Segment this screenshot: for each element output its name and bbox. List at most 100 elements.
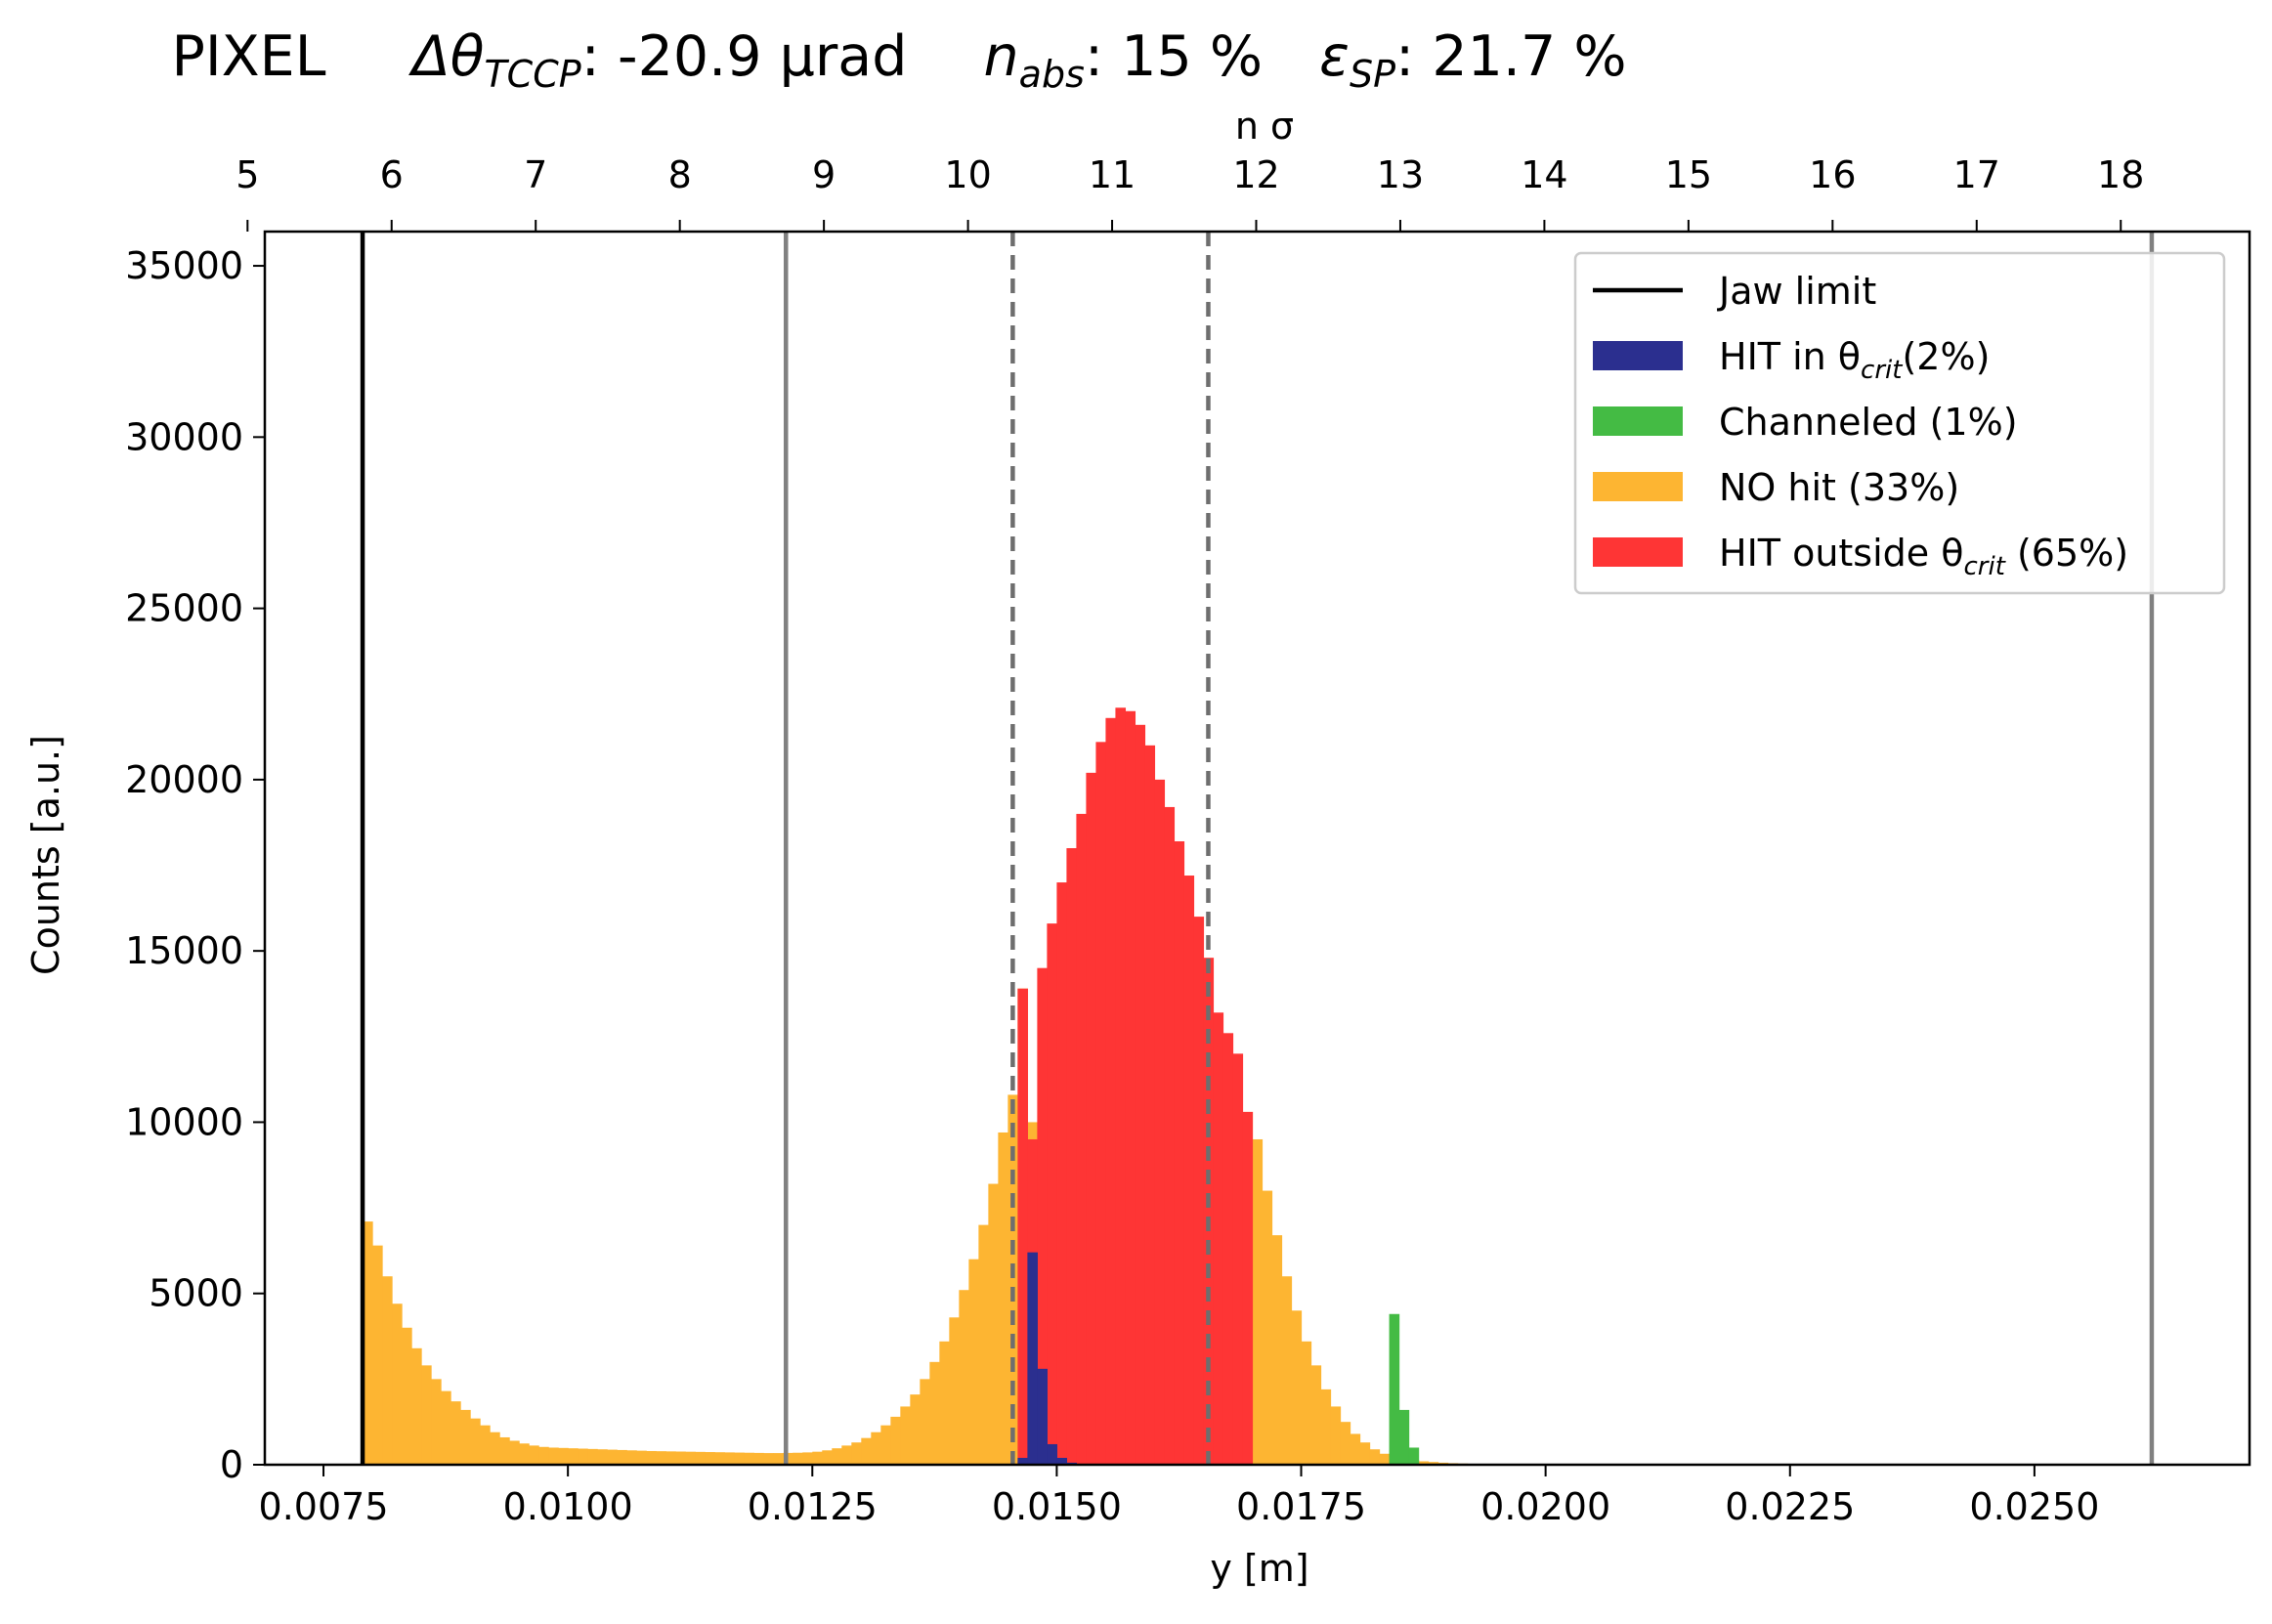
histogram-bar (1105, 717, 1117, 1465)
histogram-bar (783, 1452, 793, 1465)
histogram-bar (1301, 1341, 1312, 1465)
histogram-bar (1242, 1111, 1254, 1465)
histogram-bar (1320, 1389, 1332, 1465)
histogram-bar (744, 1452, 754, 1465)
top-tick-label: 13 (1377, 153, 1424, 196)
top-tick-label: 17 (1953, 153, 2000, 196)
legend-label: Channeled (1%) (1719, 401, 2018, 444)
histogram-bar (753, 1452, 764, 1465)
histogram-bar (597, 1449, 608, 1465)
histogram-bar (705, 1452, 715, 1465)
histogram-bar (1271, 1235, 1283, 1465)
histogram-bar (636, 1450, 647, 1465)
x-tick-label: 0.0125 (748, 1485, 878, 1528)
histogram-bar (959, 1290, 969, 1465)
x-tick-label: 0.0175 (1236, 1485, 1366, 1528)
histogram-bar (1125, 710, 1136, 1465)
y-tick-label: 0 (220, 1443, 243, 1486)
histogram-bar (910, 1394, 921, 1465)
histogram-bar (714, 1452, 725, 1465)
legend-label: HIT outside θcrit (65%) (1719, 532, 2128, 581)
legend-patch-swatch (1593, 472, 1683, 501)
title-n-value: : 15 % (1085, 24, 1263, 89)
histogram-bar (431, 1379, 442, 1465)
histogram-bar (851, 1442, 862, 1465)
histogram-bar (1115, 707, 1127, 1465)
histogram-bar (871, 1432, 881, 1465)
histogram-bar (490, 1432, 500, 1465)
histogram-bar (724, 1452, 735, 1465)
histogram-bar (441, 1390, 451, 1465)
histogram-bar (1047, 1443, 1057, 1465)
histogram-bar (998, 1132, 1008, 1465)
histogram-bar (1203, 958, 1215, 1465)
histogram-bar (519, 1443, 530, 1465)
histogram-bar (968, 1259, 979, 1465)
x-tick-label: 0.0150 (992, 1485, 1122, 1528)
legend-label: NO hit (33%) (1719, 466, 1959, 509)
histogram-bar (949, 1317, 960, 1465)
histogram-bar (372, 1245, 383, 1465)
histogram-bar (890, 1416, 901, 1465)
histogram-bar (763, 1453, 774, 1465)
histogram-bar (402, 1327, 412, 1465)
histogram-bar (1350, 1433, 1361, 1465)
histogram-bar (1017, 1457, 1028, 1465)
histogram-bar (685, 1451, 696, 1465)
chart-title: PIXEL ΔθTCCP: -20.9 μrad nabs: 15 % εSP:… (171, 24, 1626, 96)
histogram-bar (499, 1436, 510, 1465)
histogram-bar (1428, 1462, 1439, 1465)
histogram-bar (626, 1450, 637, 1465)
histogram-bar (421, 1365, 432, 1465)
x-tick-label: 0.0075 (259, 1485, 389, 1528)
x-tick-label: 0.0200 (1480, 1485, 1610, 1528)
histogram-bar (1056, 1457, 1067, 1465)
histogram-bar (1047, 923, 1057, 1465)
histogram-bar (1037, 967, 1048, 1465)
histogram-bar (1056, 882, 1067, 1465)
y-tick-label: 35000 (125, 244, 243, 287)
legend-entry: HIT in θcrit(2%) (1593, 335, 1990, 385)
y-tick-label: 25000 (125, 587, 243, 630)
histogram-bar (480, 1425, 491, 1465)
histogram-bar (568, 1448, 579, 1465)
histogram-bar (1340, 1422, 1351, 1465)
title-eps-label: ε (1319, 24, 1350, 89)
histogram-bar (880, 1425, 891, 1465)
histogram-bar (1007, 1094, 1018, 1465)
histogram-bar (1183, 876, 1195, 1465)
histogram-bar (538, 1446, 549, 1465)
histogram-bar (1262, 1190, 1273, 1465)
histogram-bar (1086, 772, 1097, 1465)
histogram-bar (1310, 1365, 1322, 1465)
histogram-bar (1369, 1449, 1381, 1465)
legend-entry: Channeled (1%) (1593, 401, 2018, 444)
top-tick-label: 6 (380, 153, 404, 196)
legend-entry: HIT outside θcrit (65%) (1593, 532, 2128, 581)
y-tick-label: 30000 (125, 415, 243, 458)
legend: Jaw limit HIT in θcrit(2%) Channeled (1%) N… (1573, 251, 2226, 595)
legend-patch-swatch (1593, 341, 1683, 370)
histogram-bar (900, 1406, 911, 1465)
histogram-bar (1232, 1053, 1244, 1465)
title-eps-value: : 21.7 % (1395, 24, 1627, 89)
histogram-bar (939, 1341, 950, 1465)
histogram-bar (695, 1451, 706, 1465)
histogram-bar (392, 1303, 403, 1465)
title-delta-label: Δθ (408, 24, 485, 89)
histogram-bar (411, 1347, 422, 1465)
histogram-bar (450, 1401, 461, 1465)
histogram-bar (509, 1440, 520, 1465)
histogram-bar (1408, 1447, 1420, 1465)
x-tick-label: 0.0100 (503, 1485, 633, 1528)
histogram-bar (1281, 1276, 1293, 1465)
histogram-bar (929, 1361, 940, 1465)
axes: 0.0075 0.0100 0.0125 0.0150 0.0175 0.0200 0.02… (125, 153, 2251, 1528)
histogram-bar (548, 1447, 559, 1465)
legend-label: HIT in θcrit(2%) (1719, 335, 1990, 385)
top-tick-label: 16 (1809, 153, 1856, 196)
top-axis-label: n σ (1235, 105, 1294, 148)
histogram-bar (470, 1418, 481, 1465)
histogram-bar (920, 1379, 930, 1465)
